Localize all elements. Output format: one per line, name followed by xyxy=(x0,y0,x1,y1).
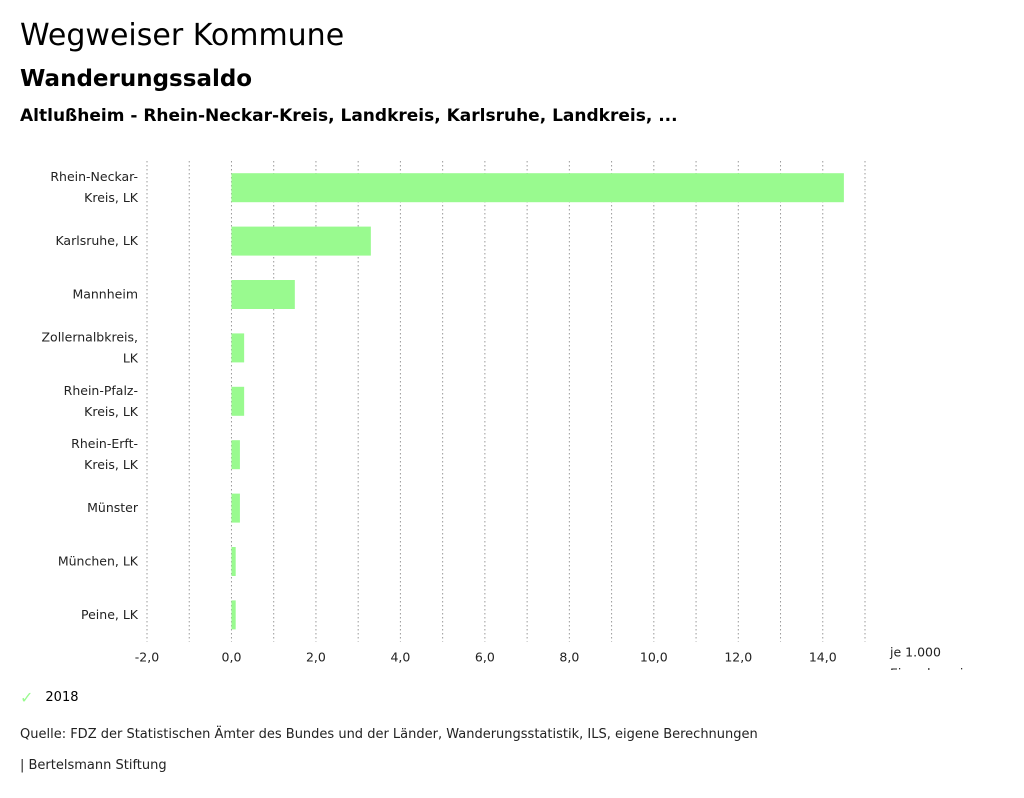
bar xyxy=(231,493,240,523)
category-label: Kreis, LK xyxy=(84,457,139,472)
bar-chart: Rhein-Neckar- Kreis, LK Karlsruhe, LK Mannh… xyxy=(41,161,995,670)
category-label: Kreis, LK xyxy=(84,404,139,419)
x-tick-label: -2,0 xyxy=(135,650,159,665)
page-title: Wegweiser Kommune xyxy=(20,18,345,53)
category-label: Peine, LK xyxy=(81,607,139,622)
x-tick-label: 10,0 xyxy=(640,650,668,665)
category-label: München, LK xyxy=(58,554,139,569)
category-label: Mannheim xyxy=(72,287,138,302)
category-label: Rhein-Neckar- xyxy=(50,169,138,184)
source-note: Quelle: FDZ der Statistischen Ämter des … xyxy=(20,727,758,742)
bar xyxy=(231,280,295,309)
category-label: Rhein-Pfalz- xyxy=(64,383,138,398)
x-tick-label: 2,0 xyxy=(306,650,326,665)
bar xyxy=(231,333,245,363)
legend-label: 2018 xyxy=(45,690,79,705)
bar xyxy=(231,173,844,203)
category-label: Münster xyxy=(87,500,139,515)
category-label: LK xyxy=(123,350,139,365)
x-tick-label: 8,0 xyxy=(559,650,579,665)
x-tick-label: 4,0 xyxy=(390,650,410,665)
bar xyxy=(231,440,240,470)
region-label: Altlußheim - Rhein-Neckar-Kreis, Landkre… xyxy=(20,106,678,126)
bar xyxy=(231,600,236,630)
category-label: Zollernalbkreis, xyxy=(41,329,138,344)
chart-legend[interactable]: ✓ 2018 xyxy=(20,688,79,707)
checkmark-icon: ✓ xyxy=(20,688,34,707)
unit-label: je 1.000 xyxy=(889,645,941,660)
x-tick-label: 14,0 xyxy=(809,650,837,665)
brand-note: | Bertelsmann Stiftung xyxy=(20,758,167,773)
category-label: Karlsruhe, LK xyxy=(55,233,138,248)
chart-subtitle: Wanderungssaldo xyxy=(20,66,253,92)
x-tick-label: 12,0 xyxy=(724,650,752,665)
category-label: Kreis, LK xyxy=(84,190,139,205)
bar xyxy=(231,226,371,256)
bar xyxy=(231,547,236,576)
unit-label: Einwohner:innen xyxy=(890,666,995,670)
x-tick-label: 0,0 xyxy=(222,650,242,665)
bar xyxy=(231,386,245,416)
x-tick-label: 6,0 xyxy=(475,650,495,665)
category-label: Rhein-Erft- xyxy=(71,436,138,451)
